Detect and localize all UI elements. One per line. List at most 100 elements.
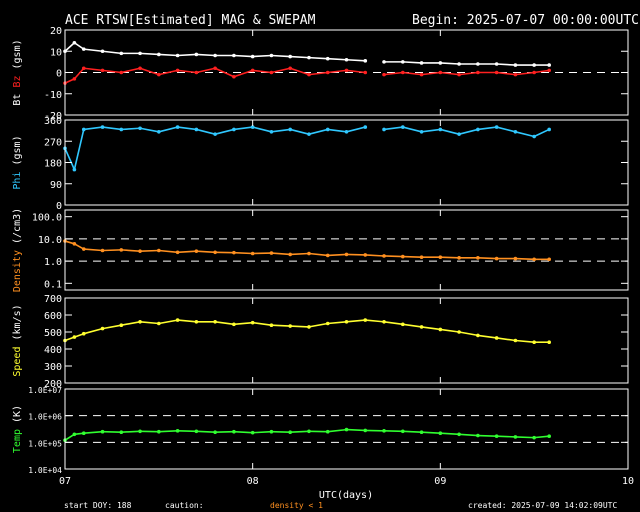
series-line-segment <box>383 71 403 76</box>
series-line-segment <box>440 62 460 65</box>
created-time: created: 2025-07-09 14:02:09UTC <box>468 501 617 510</box>
y-tick-label: 10 <box>50 47 62 58</box>
series-temp <box>63 427 551 443</box>
series-line-segment <box>346 319 366 323</box>
y-axis-label: Phi (gsm) <box>12 135 23 189</box>
series-line-segment <box>271 54 291 58</box>
y-tick-label: 360 <box>44 116 62 127</box>
series-line-segment <box>252 126 272 133</box>
series-line-segment <box>496 337 516 342</box>
series-line-segment <box>477 334 497 339</box>
series-line-segment <box>64 433 75 441</box>
series-line-segment <box>252 321 272 326</box>
series-line-segment <box>402 430 422 433</box>
series-line-segment <box>515 131 535 138</box>
series-line-segment <box>515 71 535 76</box>
series-line-segment <box>308 128 328 135</box>
series-line-segment <box>402 126 422 133</box>
chart-title: ACE RTSW[Estimated] MAG & SWEPAM <box>65 13 316 28</box>
series-line-segment <box>327 428 347 433</box>
panel-frame <box>64 388 629 470</box>
series-line-segment <box>233 251 253 255</box>
series-line-segment <box>252 69 272 74</box>
panel-magnetic-field: -20 -10 0 10 20 Bt Bz (gsm) <box>12 26 629 122</box>
series-line-segment <box>121 249 141 252</box>
y-axis-label-part: Bt <box>12 94 23 106</box>
y-tick-label: 100.0 <box>32 213 62 224</box>
series-line-segment <box>139 321 159 325</box>
series-line-segment <box>459 433 478 437</box>
y-tick-label: 300 <box>44 362 62 373</box>
series-line-segment <box>196 67 216 74</box>
series-line-segment <box>83 67 103 72</box>
data-point <box>213 430 217 434</box>
panel-phi: 0 90 180 270 360 Phi (gsm) <box>12 116 629 212</box>
series-line-segment <box>214 67 235 78</box>
y-tick-label: -10 <box>44 90 62 101</box>
series-line-segment <box>346 58 366 62</box>
series-line-segment <box>271 128 291 133</box>
caution-value: density < 1 <box>270 501 323 510</box>
panel-speed: 200 300 400 500 600 700 Speed (km/s) <box>12 294 629 390</box>
series-line-segment <box>515 436 535 439</box>
series-line-segment <box>64 42 75 52</box>
series-line-segment <box>102 324 122 330</box>
series-line-segment <box>271 324 291 327</box>
y-tick-label: 1.0E+07 <box>28 386 62 395</box>
series-line-segment <box>327 321 347 325</box>
data-point <box>100 429 105 434</box>
data-point <box>81 431 86 436</box>
series-line-segment <box>196 128 216 135</box>
series-line-segment <box>121 430 141 433</box>
series-line-segment <box>233 69 253 78</box>
data-point <box>382 254 386 258</box>
series-line-segment <box>346 428 366 432</box>
series-line-segment <box>327 69 347 74</box>
series-line-segment <box>365 254 385 257</box>
y-axis-label-part: (gsm) <box>12 135 23 171</box>
panel-frame <box>64 209 629 291</box>
y-axis-label: Bt Bz (gsm) <box>12 39 23 105</box>
y-tick-label: 500 <box>44 328 62 339</box>
series-line-segment <box>139 67 160 76</box>
panel-density: 0.1 1.0 10.0 100.0 Density (/cm3) <box>12 208 629 292</box>
series-line-segment <box>158 69 178 76</box>
series-line-segment <box>402 255 422 258</box>
series-line-segment <box>121 321 141 326</box>
y-tick-label: 0 <box>56 201 62 212</box>
series-density <box>63 239 551 262</box>
series-line-segment <box>158 126 178 133</box>
series-line-segment <box>102 69 122 74</box>
x-tick-label: 07 <box>59 476 71 487</box>
series-line-segment <box>121 67 141 74</box>
data-point <box>232 322 236 327</box>
data-point <box>81 247 86 251</box>
series-line-segment <box>73 67 85 80</box>
y-tick-label: 1.0E+05 <box>28 439 62 448</box>
data-point <box>547 340 551 345</box>
series-line-segment <box>515 257 535 261</box>
series-line-segment <box>383 321 403 326</box>
series-line-segment <box>308 252 328 257</box>
series-line-segment <box>421 128 441 133</box>
series-line-segment <box>140 249 159 252</box>
series-speed <box>63 318 551 345</box>
series-line-segment <box>289 67 310 76</box>
data-point <box>547 257 551 262</box>
y-tick-label: 270 <box>44 137 62 148</box>
y-axis-label-part: (K) <box>12 405 23 429</box>
series-line-segment <box>177 126 197 131</box>
series-line-segment <box>534 435 550 439</box>
series-line-segment <box>233 430 253 434</box>
data-point <box>288 430 293 434</box>
series-line-segment <box>177 250 197 254</box>
data-point <box>547 127 551 132</box>
begin-time: Begin: 2025-07-07 00:00:00UTC <box>412 13 639 28</box>
y-tick-label: 180 <box>44 159 62 170</box>
data-point <box>547 434 551 438</box>
series-line-segment <box>440 256 460 259</box>
series-line-segment <box>421 71 441 76</box>
series-line-segment <box>515 339 535 343</box>
data-point <box>547 63 551 67</box>
